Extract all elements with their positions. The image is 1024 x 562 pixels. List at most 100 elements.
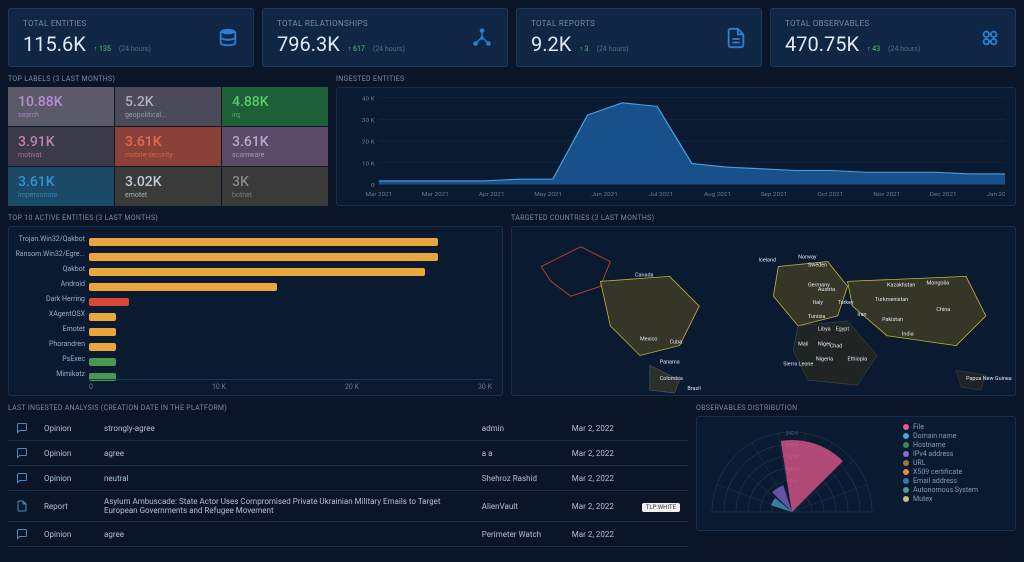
bar-row-1[interactable]: Ransom.Win32/Egre... [89,250,492,263]
legend-item-6[interactable]: Email address [903,477,978,485]
label-cell-4[interactable]: 3.61Kmobile-security [115,127,221,166]
bar [89,313,116,321]
bar-row-8[interactable]: PsExec [89,355,492,368]
database-icon [217,27,239,49]
analysis-row-3[interactable]: Report Asylum Ambuscade: State Actor Use… [8,491,688,522]
stat-card-1[interactable]: TOTAL RELATIONSHIPS 796.3K ↑ 617 (24 hou… [262,8,508,67]
bar-label: Phorandren [13,340,85,348]
bar [89,238,438,246]
radar-box: 80 K120 K160 K200 K240 KFileDomain nameH… [696,416,1016,531]
stat-period: (24 hours) [119,45,151,53]
radar-svg: 80 K120 K160 K200 K240 K [697,417,897,532]
label-cell-2[interactable]: 4.88Kirq [222,87,328,126]
legend-item-7[interactable]: Autonomous System [903,486,978,494]
bar-label: Trojan.Win32/Qakbot [13,235,85,243]
analysis-icon [8,466,36,491]
bar-row-3[interactable]: Android [89,280,492,293]
label-cell-5[interactable]: 3.61Kscamware [222,127,328,166]
hex-icon [979,27,1001,49]
svg-text:Oct 2021: Oct 2021 [818,192,844,198]
analysis-type: Opinion [36,441,96,466]
label-cell-6[interactable]: 3.61Kimpersonate [8,167,114,206]
analysis-author: Perimeter Watch [474,522,564,547]
stats-row: TOTAL ENTITIES 115.6K ↑ 135 (24 hours) T… [8,8,1016,67]
svg-text:Panama: Panama [660,359,680,365]
label-name: irq [232,111,318,119]
bar-row-5[interactable]: XAgentOSX [89,310,492,323]
analysis-icon [8,441,36,466]
label-cell-8[interactable]: 3Kbotnet [222,167,328,206]
analysis-date: Mar 2, 2022 [564,466,634,491]
legend-item-1[interactable]: Domain name [903,432,978,440]
stat-card-2[interactable]: TOTAL REPORTS 9.2K ↑ 3 (24 hours) [516,8,762,67]
svg-text:Ethiopia: Ethiopia [848,356,868,362]
analysis-type: Opinion [36,522,96,547]
bar-label: Mimikatz [13,370,85,378]
label-value: 3.91K [18,134,104,150]
bar-row-2[interactable]: Qakbot [89,265,492,278]
bar [89,283,277,291]
bar [89,253,438,261]
label-cell-3[interactable]: 3.91Kmotivat [8,127,114,166]
legend-item-4[interactable]: URL [903,459,978,467]
svg-text:Canada: Canada [635,272,653,278]
distribution-legend: FileDomain nameHostnameIPv4 addressURLX5… [897,417,984,530]
label-cell-1[interactable]: 5.2Kgeopolitical... [115,87,221,126]
label-value: 3.02K [125,174,211,190]
analysis-tlp [634,522,688,547]
analysis-tlp [634,416,688,441]
legend-item-8[interactable]: Mutex [903,495,978,503]
map-svg: CanadaIcelandNorwaySwedenGermanyItalyTun… [512,227,1015,395]
svg-text:Mongolia: Mongolia [927,280,950,286]
stat-period: (24 hours) [596,45,628,53]
svg-text:Aug 2021: Aug 2021 [704,192,731,198]
stat-period: (24 hours) [373,45,405,53]
bar [89,343,116,351]
label-cell-0[interactable]: 10.88Ksearch [8,87,114,126]
svg-text:Nov 2021: Nov 2021 [873,192,900,198]
svg-text:Kazakhstan: Kazakhstan [887,282,915,288]
bar-row-7[interactable]: Phorandren [89,340,492,353]
svg-text:40 K: 40 K [362,96,375,102]
label-value: 3.61K [125,134,211,150]
bar-label: Dark Herring [13,295,85,303]
analysis-type: Opinion [36,466,96,491]
svg-text:China: China [936,307,950,313]
svg-text:Turkmenistan: Turkmenistan [875,297,908,303]
area-chart-svg: 40 K30 K20 K10 K0Mar 2021Mar 2021Apr 202… [347,94,1005,199]
analysis-row-4[interactable]: Opinion agree Perimeter Watch Mar 2, 202… [8,522,688,547]
bar-label: Ransom.Win32/Egre... [13,250,85,258]
stat-card-3[interactable]: TOTAL OBSERVABLES 470.75K ↑ 43 (24 hours… [770,8,1016,67]
svg-text:Pakistan: Pakistan [882,317,903,323]
bar-label: PsExec [13,355,85,363]
svg-text:Norway: Norway [798,255,817,261]
top-labels-panel: TOP LABELS (3 LAST MONTHS) 10.88Ksearch5… [8,75,328,206]
svg-text:20 K: 20 K [362,139,375,145]
stat-card-0[interactable]: TOTAL ENTITIES 115.6K ↑ 135 (24 hours) [8,8,254,67]
network-icon [471,27,493,49]
legend-item-0[interactable]: File [903,423,978,431]
bar-label: Android [13,280,85,288]
stat-label: TOTAL RELATIONSHIPS [277,19,405,28]
ingested-chart: 40 K30 K20 K10 K0Mar 2021Mar 2021Apr 202… [336,87,1016,206]
svg-text:Mali: Mali [798,342,808,348]
analysis-author: a a [474,441,564,466]
legend-item-5[interactable]: X509 certificate [903,468,978,476]
stat-delta: ↑ 135 [94,45,111,53]
analysis-row-1[interactable]: Opinion agree a a Mar 2, 2022 [8,441,688,466]
map-box[interactable]: CanadaIcelandNorwaySwedenGermanyItalyTun… [511,226,1016,396]
label-cell-7[interactable]: 3.02Kemotet [115,167,221,206]
svg-text:Libya: Libya [818,327,831,333]
bar-row-0[interactable]: Trojan.Win32/Qakbot [89,235,492,248]
stat-label: TOTAL OBSERVABLES [785,19,920,28]
legend-item-2[interactable]: Hostname [903,441,978,449]
bar-row-4[interactable]: Dark Herring [89,295,492,308]
analysis-icon [8,522,36,547]
legend-item-3[interactable]: IPv4 address [903,450,978,458]
bar-row-6[interactable]: Emotet [89,325,492,338]
label-value: 3.61K [18,174,104,190]
analysis-row-0[interactable]: Opinion strongly-agree admin Mar 2, 2022 [8,416,688,441]
targeted-panel: TARGETED COUNTRIES (3 LAST MONTHS) Canad… [511,214,1016,396]
analysis-row-2[interactable]: Opinion neutral Shehroz Rashid Mar 2, 20… [8,466,688,491]
labels-grid: 10.88Ksearch5.2Kgeopolitical...4.88Kirq3… [8,87,328,206]
